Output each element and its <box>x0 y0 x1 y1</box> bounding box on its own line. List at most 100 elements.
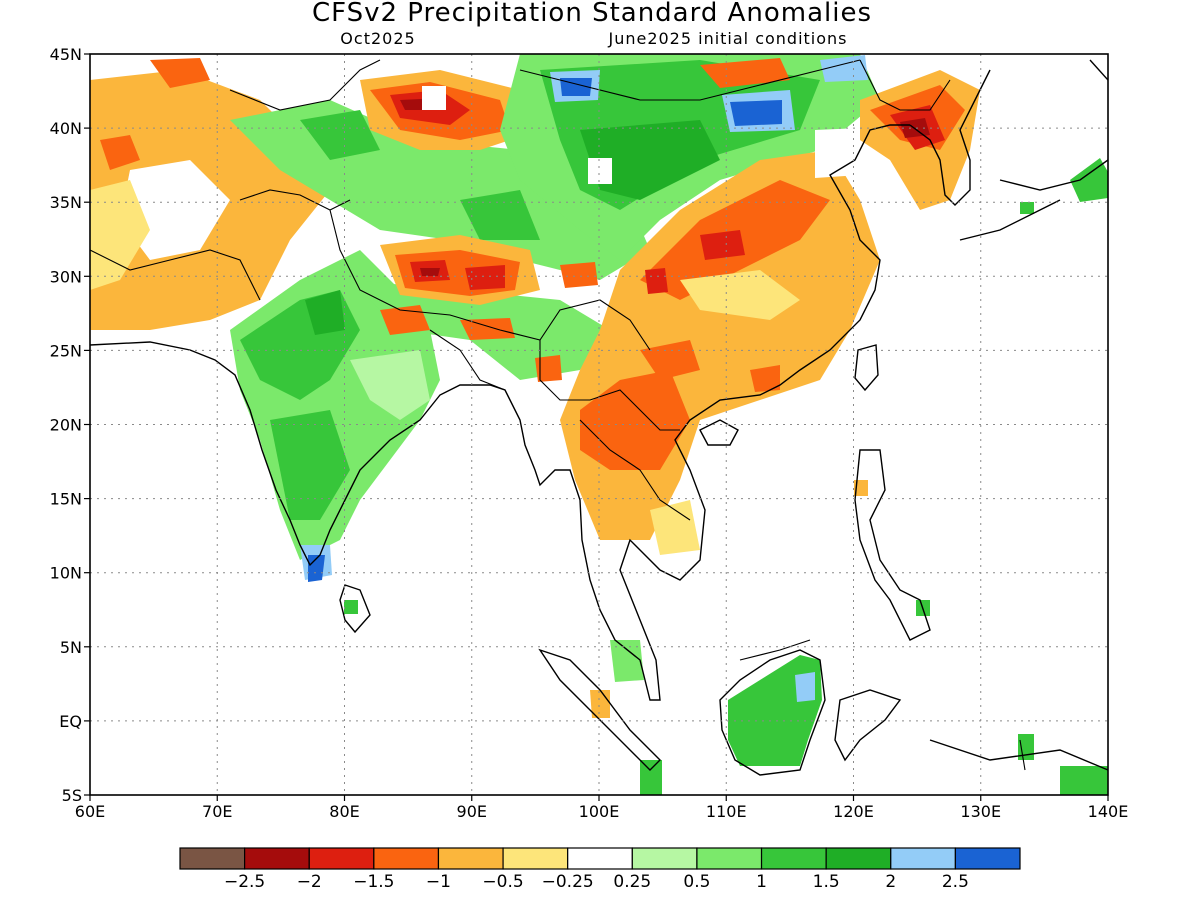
country-borders <box>90 59 1026 771</box>
border-line <box>229 59 381 111</box>
anomaly-region <box>308 555 325 582</box>
colorbar-swatch <box>760 847 827 870</box>
anomaly-region <box>650 500 700 555</box>
anomaly-region <box>750 365 780 392</box>
anomaly-region <box>422 86 446 110</box>
coastlines <box>90 59 1108 776</box>
coastline <box>999 159 1108 191</box>
anomaly-region <box>610 640 644 682</box>
coastline <box>959 199 1061 241</box>
coastline <box>719 649 826 776</box>
anomaly-region <box>465 265 505 290</box>
coastline <box>699 419 739 446</box>
y-tick-label: 20N <box>50 416 82 435</box>
anomaly-region <box>350 350 430 420</box>
colorbar-swatch <box>502 847 569 870</box>
colorbar-swatch <box>244 847 310 870</box>
initial-conditions-label: June2025 initial conditions <box>607 29 847 48</box>
colorbar-swatch <box>308 847 375 870</box>
border-line <box>539 340 680 431</box>
anomaly-region <box>90 180 150 290</box>
x-tick-label: 60E <box>75 802 105 821</box>
x-tick-label: 100E <box>579 802 620 821</box>
anomaly-region <box>730 100 782 126</box>
colorbar-swatch <box>567 847 633 870</box>
x-tick-label: 90E <box>457 802 487 821</box>
anomaly-region <box>795 672 815 702</box>
colorbar-label: 2 <box>885 872 896 892</box>
x-tick-label: 130E <box>960 802 1001 821</box>
anomaly-region <box>640 760 662 795</box>
gridlines <box>90 54 1108 795</box>
coastline <box>1089 59 1108 81</box>
colorbar-label: 1 <box>756 872 767 892</box>
border-line <box>239 189 351 211</box>
anomaly-region <box>728 655 822 766</box>
border-line <box>1019 739 1026 771</box>
colorbar-label: −2 <box>297 872 322 892</box>
border-line <box>859 59 951 111</box>
anomaly-region <box>1060 766 1108 795</box>
y-tick-label: 25N <box>50 341 82 360</box>
anomaly-region <box>300 110 380 160</box>
anomaly-region <box>700 230 745 260</box>
border-line <box>90 249 261 301</box>
x-tick-label: 120E <box>833 802 874 821</box>
coastline <box>854 449 931 641</box>
anomaly-region <box>120 160 230 260</box>
anomaly-region <box>100 135 140 170</box>
anomaly-region <box>854 480 868 496</box>
anomaly-region <box>150 58 210 88</box>
colorbar-swatch <box>631 847 698 870</box>
coastline <box>90 124 910 701</box>
anomaly-region <box>1070 158 1108 202</box>
border-line <box>519 59 861 101</box>
colorbar-swatch <box>825 847 892 870</box>
y-tick-label: 30N <box>50 267 82 286</box>
anomaly-shading-layer <box>90 54 1108 795</box>
anomaly-region <box>815 128 860 178</box>
y-tick-label: 5N <box>60 638 82 657</box>
coastline <box>538 648 661 771</box>
anomaly-region <box>580 120 720 200</box>
coastline <box>339 584 371 634</box>
anomaly-region <box>380 305 430 335</box>
colorbar-label: −0.25 <box>542 872 594 892</box>
border-line <box>429 329 506 391</box>
anomaly-region <box>680 270 800 320</box>
colorbar-swatch <box>890 847 956 870</box>
colorbar-swatch <box>179 847 246 870</box>
colorbar-swatch <box>437 847 504 870</box>
y-tick-label: 5S <box>62 786 82 805</box>
anomaly-region <box>270 410 350 520</box>
anomaly-region <box>305 290 345 335</box>
axis-ticks: 60E 70E 80E 90E 100E 110E 120E 130E 140E 45N 40N 35… <box>50 45 1129 821</box>
colorbar-label: −1 <box>426 872 451 892</box>
anomaly-region <box>1020 202 1034 214</box>
colorbar-swatch <box>696 847 763 870</box>
map-title: CFSv2 Precipitation Standard Anomalies <box>312 0 872 28</box>
colorbar-label: −1.5 <box>353 872 394 892</box>
anomaly-region <box>820 55 868 82</box>
coastline <box>834 689 902 762</box>
anomaly-region <box>420 268 440 276</box>
border-line <box>579 419 691 521</box>
forecast-month-label: Oct2025 <box>340 29 415 48</box>
anomaly-region <box>535 355 562 382</box>
colorbar-label: −2.5 <box>224 872 265 892</box>
anomaly-region <box>645 268 668 294</box>
colorbar: −2.5 −2 −1.5 −1 −0.5 −0.25 0.25 0.5 1 1.5 2 2.5 <box>179 847 1021 892</box>
border-line <box>329 209 651 351</box>
colorbar-swatch <box>373 847 440 870</box>
anomaly-region <box>580 370 690 470</box>
colorbar-label: 1.5 <box>813 872 840 892</box>
anomaly-region <box>560 262 598 288</box>
y-tick-label: 45N <box>50 45 82 64</box>
x-tick-label: 70E <box>202 802 232 821</box>
y-tick-label: 15N <box>50 490 82 509</box>
anomaly-region <box>460 190 540 240</box>
x-tick-label: 80E <box>329 802 359 821</box>
colorbar-label: 0.25 <box>613 872 651 892</box>
coastline <box>909 69 991 206</box>
